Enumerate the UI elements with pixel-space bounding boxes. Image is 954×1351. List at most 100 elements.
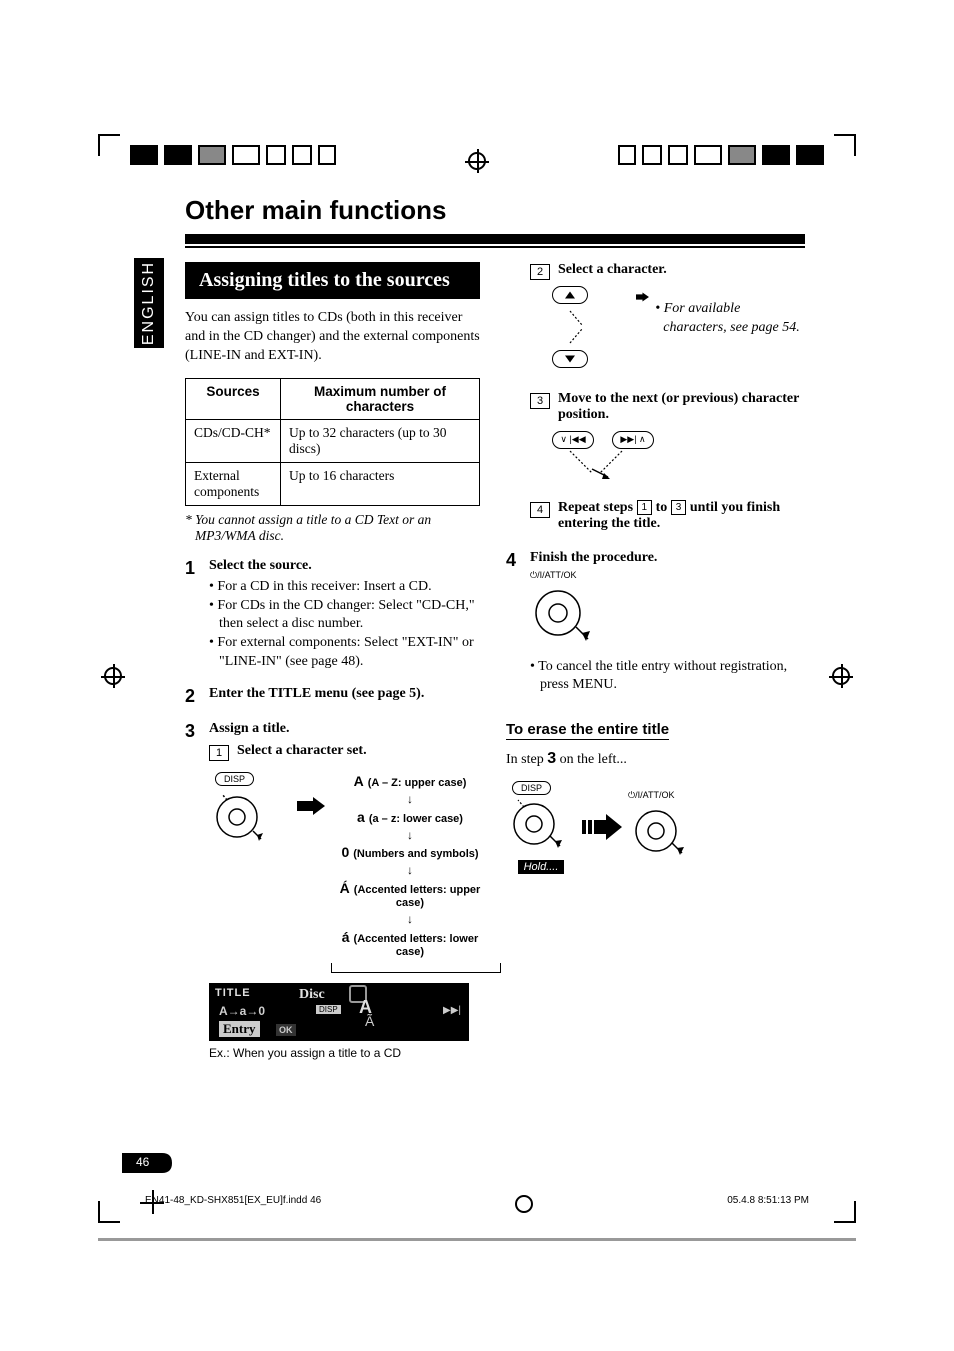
display-title-label: TITLE xyxy=(215,987,251,999)
step-lead: Assign a title. xyxy=(209,721,290,736)
footer-timestamp: 05.4.8 8:51:13 PM xyxy=(727,1195,809,1213)
title-display-screenshot: TITLE Disc A→a→0 DISP Entry OK A Ã ▶▶| xyxy=(209,983,469,1041)
arrow-right-icon xyxy=(297,797,325,815)
arrow-down-icon: ↓ xyxy=(331,792,489,806)
erase-diagram: DISP Hold.... ⏻/I/ xyxy=(506,778,801,875)
charset-desc: (a – z: lower case) xyxy=(369,813,463,825)
step-bullet: For CDs in the CD changer: Select "CD-CH… xyxy=(209,597,480,635)
dial-press-icon xyxy=(628,803,698,859)
registration-circle-right xyxy=(832,667,850,685)
intro-text: You can assign titles to CDs (both in th… xyxy=(185,309,480,366)
step-lead: Select the source. xyxy=(209,558,312,573)
up-button-icon xyxy=(552,286,588,304)
substep-text: Move to the next (or previous) character… xyxy=(558,391,801,423)
erase-text: on the left... xyxy=(556,752,627,767)
sources-table: Sources Maximum number of characters CDs… xyxy=(185,378,480,506)
step-3: 3 Assign a title. 1 Select a character s… xyxy=(185,721,480,1060)
dial-press-icon xyxy=(530,581,610,643)
charset-glyph: a xyxy=(357,809,365,826)
dotted-lines-icon xyxy=(552,309,596,345)
column-left: Assigning titles to the sources You can … xyxy=(185,262,480,1060)
step-number: 2 xyxy=(185,686,209,707)
charset-glyph: A xyxy=(354,773,364,790)
page-content: Other main functions Assigning titles to… xyxy=(185,195,805,1060)
step-lead: Finish the procedure. xyxy=(530,550,657,565)
prev-button-icon: ∨ |◀◀ xyxy=(552,431,594,449)
dial-hold-icon xyxy=(506,796,576,852)
cancel-note: To cancel the title entry without regist… xyxy=(538,659,787,693)
table-cell: Up to 16 characters xyxy=(281,462,480,505)
att-button-label: ⏻/I/ATT/OK xyxy=(628,790,698,801)
step-2: 2 Enter the TITLE menu (see page 5). xyxy=(185,686,480,707)
charset-diagram: DISP xyxy=(209,771,489,973)
erase-section: To erase the entire title In step 3 on t… xyxy=(506,721,801,875)
display-next-char: Ã xyxy=(365,1013,374,1029)
display-charset-indicator: A→a→0 xyxy=(219,1004,265,1018)
disp-button-icon: DISP xyxy=(512,781,551,795)
arrow-down-icon: ↓ xyxy=(331,863,489,877)
substep-number-icon: 1 xyxy=(209,745,229,761)
substep-number-icon: 2 xyxy=(530,264,550,280)
step-number: 1 xyxy=(185,558,209,672)
page-title: Other main functions xyxy=(185,195,805,226)
up-down-buttons xyxy=(552,286,632,373)
column-right: 2 Select a character. • For available ch… xyxy=(506,262,801,1060)
bottom-gray-bar xyxy=(98,1238,856,1241)
att-button-label: ⏻/I/ATT/OK xyxy=(530,570,801,581)
step-bullet: For a CD in this receiver: Insert a CD. xyxy=(209,578,480,597)
substep-text: Select a character. xyxy=(558,262,801,280)
charset-glyph: 0 xyxy=(341,844,349,861)
language-tab: ENGLISH xyxy=(134,258,164,348)
thick-arrow-right-icon xyxy=(582,814,622,840)
step-number: 3 xyxy=(185,721,209,1060)
arrow-right-icon xyxy=(636,290,649,304)
registration-circle-left xyxy=(104,667,122,685)
step-bullet: For external components: Select "EXT-IN"… xyxy=(209,634,480,672)
substep-note: For available characters, see page 54. xyxy=(663,301,799,335)
arrow-down-icon: ↓ xyxy=(331,912,489,926)
title-rule xyxy=(185,234,805,248)
crop-mark xyxy=(98,134,120,156)
dial-icon xyxy=(209,787,279,847)
hold-label: Hold.... xyxy=(518,860,565,874)
substep-number-icon: 4 xyxy=(530,502,550,518)
page-number: 46 xyxy=(136,1155,149,1169)
table-cell: Up to 32 characters (up to 30 discs) xyxy=(281,419,480,462)
display-entry-label: Entry xyxy=(219,1021,260,1037)
charset-glyph: Á xyxy=(340,880,350,897)
prev-next-buttons: ∨ |◀◀ ▶▶| ∧ xyxy=(552,429,801,488)
print-footer: EN41-48_KD-SHX851[EX_EU]f.indd 46 05.4.8… xyxy=(145,1195,809,1213)
substep-text: Repeat steps 1 to 3 until you finish ent… xyxy=(558,500,801,532)
crop-mark xyxy=(98,1201,120,1223)
language-label: ENGLISH xyxy=(140,261,158,345)
substep-text: Select a character set. xyxy=(237,743,489,761)
table-header: Maximum number of characters xyxy=(281,378,480,419)
charset-desc: (Accented letters: lower case) xyxy=(354,933,479,958)
section-heading: Assigning titles to the sources xyxy=(185,262,480,299)
next-button-icon: ▶▶| ∧ xyxy=(612,431,654,449)
charset-desc: (Numbers and symbols) xyxy=(353,848,478,860)
display-skip-icon: ▶▶| xyxy=(443,1005,461,1016)
charset-desc: (Accented letters: upper case) xyxy=(354,884,481,909)
display-caption: Ex.: When you assign a title to a CD xyxy=(209,1046,489,1060)
crop-mark xyxy=(834,134,856,156)
display-disc-label: Disc xyxy=(299,987,325,1003)
step-lead: Enter the TITLE menu (see page 5). xyxy=(209,686,424,701)
disp-button-icon: DISP xyxy=(215,772,254,786)
erase-step-ref: 3 xyxy=(547,750,556,767)
erase-heading: To erase the entire title xyxy=(506,721,669,740)
registration-circle-icon xyxy=(515,1195,533,1213)
dotted-arrows-icon xyxy=(552,449,652,483)
step-number: 4 xyxy=(506,550,530,696)
crop-mark xyxy=(834,1201,856,1223)
down-button-icon xyxy=(552,350,588,368)
page-number-badge: 46 xyxy=(122,1153,172,1173)
erase-text: In step xyxy=(506,752,547,767)
registration-marks-top xyxy=(0,140,954,180)
substep-number-icon: 3 xyxy=(530,393,550,409)
display-disp-tag: DISP xyxy=(316,1005,341,1014)
charset-desc: (A – Z: upper case) xyxy=(368,777,467,789)
table-header: Sources xyxy=(186,378,281,419)
table-cell: External components xyxy=(186,462,281,505)
loop-line-icon xyxy=(331,963,501,973)
